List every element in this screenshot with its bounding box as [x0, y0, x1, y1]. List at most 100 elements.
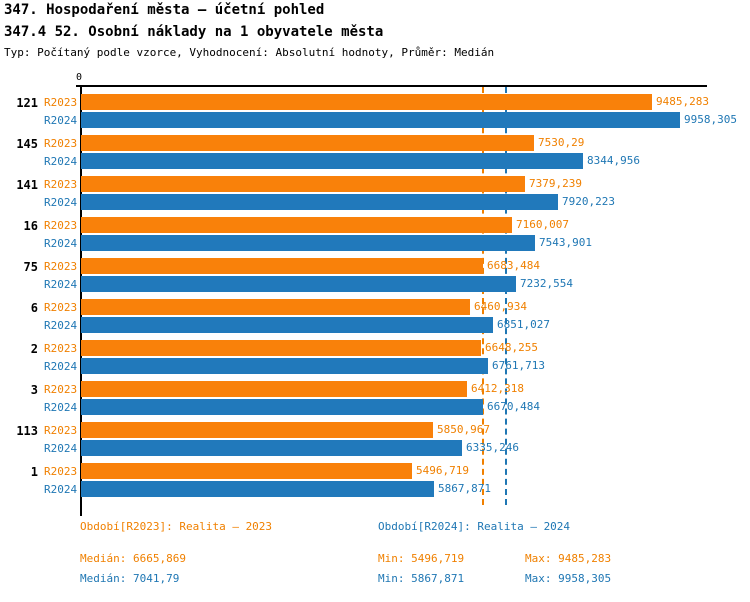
bar-group: 3 R2023 6412,318 R2024 6670,484	[0, 377, 750, 418]
series-label-r2024: R2024	[44, 483, 78, 496]
chart-header: 347. Hospodaření města – účetní pohled 3…	[4, 0, 746, 61]
bar-group: 121 R2023 9485,283 R2024 9958,305	[0, 90, 750, 131]
bar-r2023[interactable]	[81, 135, 534, 151]
series-label-r2024: R2024	[44, 319, 78, 332]
bar-r2024[interactable]	[81, 399, 483, 415]
series-label-r2024: R2024	[44, 196, 78, 209]
bar-r2023[interactable]	[81, 422, 433, 438]
bar-group-label: 1	[30, 465, 38, 479]
bar-group-label: 2	[30, 342, 38, 356]
bar-value-label: 7530,29	[538, 136, 585, 149]
bar-value-label: 6412,318	[471, 382, 524, 395]
legend-stats-row-2024: Medián: 7041,79 Min: 5867,871 Max: 9958,…	[0, 572, 750, 592]
bar-value-label: 6670,484	[487, 400, 540, 413]
bar-value-label: 6683,484	[487, 259, 540, 272]
bar-value-label: 9485,283	[656, 95, 709, 108]
legend-series-row: Období[R2023]: Realita – 2023 Období[R20…	[0, 520, 750, 552]
bar-r2023[interactable]	[81, 94, 652, 110]
series-label-r2023: R2023	[44, 260, 78, 273]
bar-value-label: 7232,554	[520, 277, 573, 290]
title-top: 347. Hospodaření města – účetní pohled	[4, 2, 325, 18]
x-axis-line	[80, 85, 707, 87]
bar-r2023[interactable]	[81, 340, 481, 356]
chart-subtitle: Typ: Počítaný podle vzorce, Vyhodnocení:…	[4, 46, 495, 59]
series-label-r2023: R2023	[44, 424, 78, 437]
bar-group-label: 6	[30, 301, 38, 315]
bar-group: 141 R2023 7379,239 R2024 7920,223	[0, 172, 750, 213]
bar-r2024[interactable]	[81, 481, 434, 497]
legend-item-r2024: Období[R2024]: Realita – 2024	[378, 520, 571, 533]
series-label-r2023: R2023	[44, 137, 78, 150]
series-label-r2023: R2023	[44, 383, 78, 396]
bar-group: 6 R2023 6460,934 R2024 6851,027	[0, 295, 750, 336]
bar-r2023[interactable]	[81, 463, 412, 479]
bar-r2024[interactable]	[81, 153, 583, 169]
bar-group: 113 R2023 5850,967 R2024 6335,246	[0, 418, 750, 459]
series-label-r2023: R2023	[44, 342, 78, 355]
bar-group-label: 75	[23, 260, 38, 274]
legend-median-2024: Medián: 7041,79	[80, 572, 180, 585]
bar-group-label: 121	[16, 96, 38, 110]
bar-r2024[interactable]	[81, 194, 558, 210]
bar-value-label: 6648,255	[485, 341, 538, 354]
series-label-r2024: R2024	[44, 278, 78, 291]
series-label-r2023: R2023	[44, 301, 78, 314]
bar-value-label: 5867,871	[438, 482, 491, 495]
series-label-r2024: R2024	[44, 114, 78, 127]
bar-r2023[interactable]	[81, 381, 467, 397]
bar-value-label: 5496,719	[416, 464, 469, 477]
bar-r2023[interactable]	[81, 299, 470, 315]
bar-r2023[interactable]	[81, 176, 525, 192]
bar-value-label: 6460,934	[474, 300, 527, 313]
legend-item-r2023: Období[R2023]: Realita – 2023	[80, 520, 273, 533]
x-axis-tick-label-zero: 0	[76, 72, 83, 83]
series-label-r2023: R2023	[44, 219, 78, 232]
bar-value-label: 7160,007	[516, 218, 569, 231]
legend-max-2023: Max: 9485,283	[525, 552, 612, 565]
series-label-r2023: R2023	[44, 178, 78, 191]
legend-max-2024: Max: 9958,305	[525, 572, 612, 585]
bar-group: 75 R2023 6683,484 R2024 7232,554	[0, 254, 750, 295]
legend-min-2024: Min: 5867,871	[378, 572, 465, 585]
bar-group-label: 141	[16, 178, 38, 192]
bar-r2023[interactable]	[81, 258, 483, 274]
bar-value-label: 5850,967	[437, 423, 490, 436]
bar-value-label: 8344,956	[587, 154, 640, 167]
bar-value-label: 7543,901	[539, 236, 592, 249]
legend-median-2023: Medián: 6665,869	[80, 552, 186, 565]
bar-value-label: 7920,223	[562, 195, 615, 208]
page-title: 347.4 52. Osobní náklady na 1 obyvatele …	[4, 24, 384, 40]
series-label-r2024: R2024	[44, 237, 78, 250]
series-label-r2024: R2024	[44, 442, 78, 455]
legend-stats-row-2023: Medián: 6665,869 Min: 5496,719 Max: 9485…	[0, 552, 750, 572]
bar-r2024[interactable]	[81, 276, 516, 292]
bar-group-label: 16	[23, 219, 38, 233]
series-label-r2024: R2024	[44, 360, 78, 373]
bar-group-label: 145	[16, 137, 38, 151]
bar-r2024[interactable]	[81, 235, 535, 251]
chart-plot-area: 0 121 R2023 9485,283 R2024 9958,305 145 R2023 7…	[0, 72, 750, 516]
series-label-r2024: R2024	[44, 401, 78, 414]
bar-group-label: 113	[16, 424, 38, 438]
bar-value-label: 7379,239	[529, 177, 582, 190]
bar-group: 16 R2023 7160,007 R2024 7543,901	[0, 213, 750, 254]
median-reference-line-r2023	[482, 87, 484, 505]
chart-legend: Období[R2023]: Realita – 2023 Období[R20…	[0, 520, 750, 592]
bar-value-label: 9958,305	[684, 113, 737, 126]
bar-value-label: 6851,027	[497, 318, 550, 331]
bar-value-label: 6335,246	[466, 441, 519, 454]
series-label-r2023: R2023	[44, 465, 78, 478]
bar-r2024[interactable]	[81, 112, 680, 128]
bar-group: 1 R2023 5496,719 R2024 5867,871	[0, 459, 750, 500]
median-reference-line-r2024	[505, 87, 507, 505]
bar-r2024[interactable]	[81, 440, 462, 456]
bar-value-label: 6761,713	[492, 359, 545, 372]
bar-group: 145 R2023 7530,29 R2024 8344,956	[0, 131, 750, 172]
bar-group: 2 R2023 6648,255 R2024 6761,713	[0, 336, 750, 377]
bar-r2023[interactable]	[81, 217, 512, 233]
legend-min-2023: Min: 5496,719	[378, 552, 465, 565]
series-label-r2023: R2023	[44, 96, 78, 109]
bar-group-label: 3	[30, 383, 38, 397]
bar-r2024[interactable]	[81, 317, 493, 333]
bar-r2024[interactable]	[81, 358, 488, 374]
